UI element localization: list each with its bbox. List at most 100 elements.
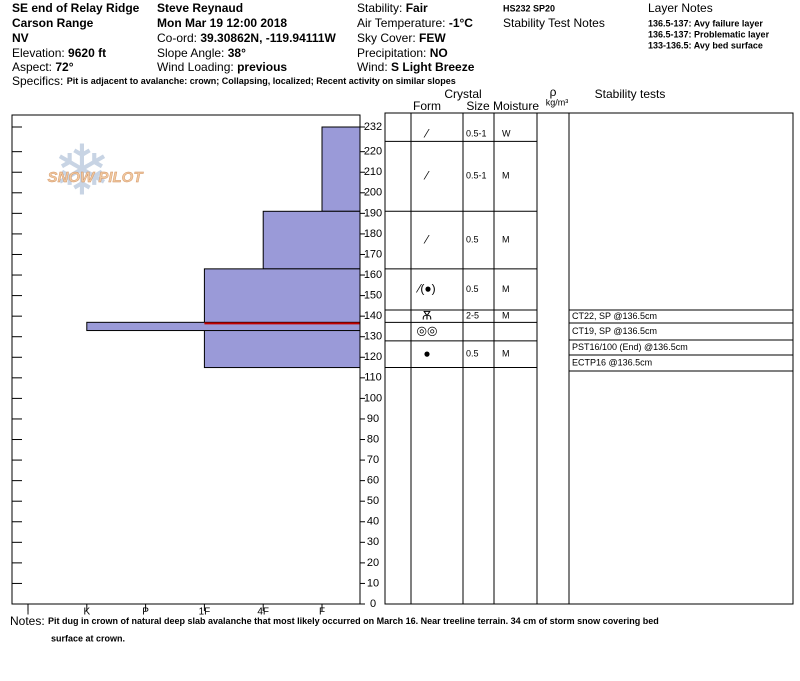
specifics-value: Pit is adjacent to avalanche: crown; Col…: [67, 76, 456, 86]
aspect-value: 72°: [55, 60, 73, 74]
notes-label: Notes:: [10, 614, 45, 628]
wind-value: S Light Breeze: [391, 60, 475, 74]
specifics: Specifics: Pit is adjacent to avalanche:…: [12, 74, 456, 88]
table-frame: [384, 112, 794, 605]
y-tick-label: 100: [364, 392, 382, 404]
crystal-size: 0.5: [466, 284, 479, 294]
layer-note: 136.5-137: Avy failure layer: [648, 18, 763, 28]
sky-label: Sky Cover:: [357, 31, 416, 45]
y-tick-label: 40: [367, 516, 379, 528]
coord: Co-ord: 39.30862N, -119.94111W: [157, 31, 336, 45]
air-temp: Air Temperature: -1°C: [357, 16, 473, 30]
hs: HS232 SP20: [503, 3, 555, 13]
crystal-form: ⁄(●): [415, 282, 435, 296]
precip-label: Precipitation:: [357, 46, 426, 60]
sky: Sky Cover: FEW: [357, 31, 446, 45]
layer-note: 133-136.5: Avy bed surface: [648, 40, 763, 50]
moisture: M: [502, 234, 510, 244]
location: SE end of Relay Ridge: [12, 1, 140, 15]
crystal-form: ⁄: [423, 169, 430, 183]
stability-test: CT22, SP @136.5cm: [572, 311, 657, 321]
y-tick-label: 170: [364, 248, 382, 260]
logo-snowflake: ❄: [53, 131, 112, 209]
crystal-size: 0.5: [466, 234, 479, 244]
notes: Notes: Pit dug in crown of natural deep …: [10, 614, 659, 628]
stability-test: PST16/100 (End) @136.5cm: [572, 342, 688, 352]
y-tick-label: 232: [364, 121, 382, 133]
crystal-form: ⁄: [423, 126, 430, 140]
location: NV: [12, 31, 29, 45]
wind-loading: Wind Loading: previous: [157, 60, 287, 74]
air-temp-value: -1°C: [449, 16, 473, 30]
hardness-layer: [262, 210, 361, 270]
y-tick-label: 110: [364, 372, 382, 384]
stability-test: ECTP16 @136.5cm: [572, 357, 652, 367]
stability-value: Fair: [406, 1, 428, 15]
moisture: M: [502, 349, 510, 359]
y-tick-label: 160: [364, 269, 382, 281]
col-density: kg/m³: [546, 97, 569, 107]
wind-label: Wind:: [357, 60, 388, 74]
y-tick-label: 20: [367, 557, 379, 569]
col-moisture: Moisture: [493, 99, 539, 113]
x-tick-label: K: [83, 607, 90, 618]
y-tick-label: 210: [364, 166, 382, 178]
coord-value: 39.30862N, -119.94111W: [200, 31, 336, 45]
col-form: Form: [413, 99, 441, 113]
y-tick-label: 220: [364, 146, 382, 158]
layer-note: 136.5-137: Problematic layer: [648, 29, 770, 39]
x-tick-label: 1F: [199, 607, 211, 618]
y-tick-label: 90: [367, 413, 379, 425]
observer: Steve Reynaud: [157, 1, 243, 15]
slope: Slope Angle: 38°: [157, 46, 246, 60]
crystal-size: 2-5: [466, 311, 479, 321]
crystal-form: Ѫ: [422, 308, 432, 322]
y-tick-label: 70: [367, 454, 379, 466]
notes-cont: surface at crown.: [51, 633, 125, 643]
col-crystal: Crystal: [444, 87, 481, 101]
y-tick-label: 120: [364, 351, 382, 363]
moisture: W: [502, 129, 511, 139]
y-tick-label: 50: [367, 495, 379, 507]
y-tick-label: 60: [367, 475, 379, 487]
notes-value: Pit dug in crown of natural deep slab av…: [48, 616, 659, 626]
x-tick-label: I: [27, 607, 30, 618]
y-tick-label: 200: [364, 187, 382, 199]
aspect-label: Aspect:: [12, 60, 52, 74]
stability-test: CT19, SP @136.5cm: [572, 326, 657, 336]
x-tick-label: 4F: [257, 607, 269, 618]
y-tick-label: 140: [364, 310, 382, 322]
slope-value: 38°: [228, 46, 246, 60]
plot-frame: [11, 114, 361, 605]
specifics-label: Specifics:: [12, 74, 63, 88]
y-tick-label: 0: [370, 598, 376, 610]
y-tick-label: 190: [364, 207, 382, 219]
crystal-form: ●: [423, 346, 430, 360]
elevation: Elevation: 9620 ft: [12, 46, 106, 60]
crystal-size: 0.5-1: [466, 171, 487, 181]
location: Carson Range: [12, 16, 94, 30]
wind-loading-value: previous: [237, 60, 287, 74]
hardness-layer: [203, 268, 361, 369]
y-tick-label: 30: [367, 536, 379, 548]
col-rho: ρ: [550, 85, 557, 99]
y-tick-label: 180: [364, 228, 382, 240]
precip: Precipitation: NO: [357, 46, 448, 60]
hardness-layer: [321, 126, 361, 212]
date: Mon Mar 19 12:00 2018: [157, 16, 287, 30]
crystal-form: ◎◎: [417, 324, 438, 338]
wind: Wind: S Light Breeze: [357, 60, 475, 74]
crystal-size: 0.5: [466, 349, 479, 359]
col-size: Size: [466, 99, 490, 113]
sky-value: FEW: [419, 31, 446, 45]
logo: SNOW PILOT: [48, 169, 145, 186]
x-tick-label: F: [319, 607, 325, 618]
col-stability: Stability tests: [595, 87, 666, 101]
crystal-size: 0.5-1: [466, 129, 487, 139]
stability-notes-title: Stability Test Notes: [503, 16, 605, 30]
wind-loading-label: Wind Loading:: [157, 60, 234, 74]
y-tick-label: 150: [364, 290, 382, 302]
x-tick-label: P: [142, 607, 149, 618]
